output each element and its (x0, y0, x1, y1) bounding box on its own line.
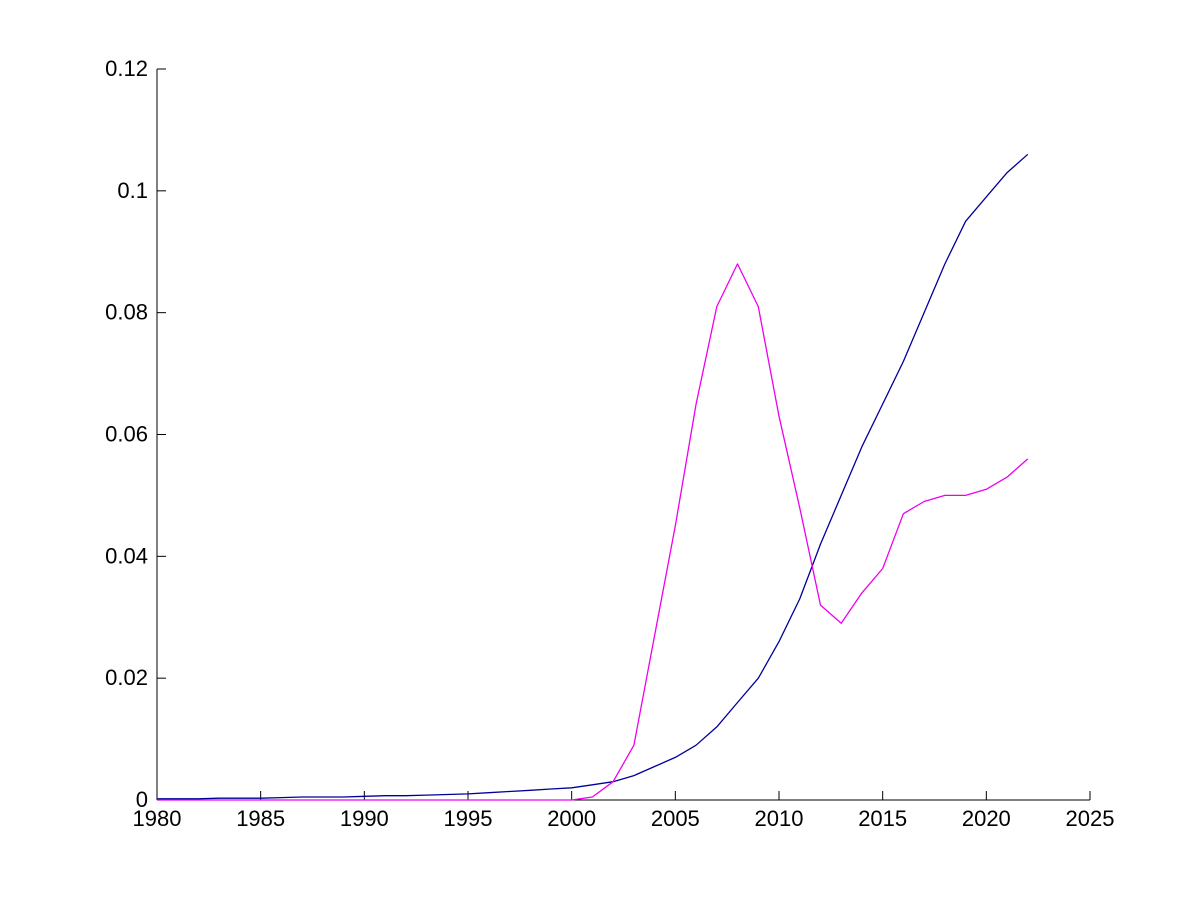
y-tick-label-0.06: 0.06 (105, 422, 148, 447)
y-tick-label-0.04: 0.04 (105, 543, 148, 568)
y-tick-label-0.12: 0.12 (105, 56, 148, 81)
y-tick-label-0.02: 0.02 (105, 665, 148, 690)
x-tick-label-1995: 1995 (444, 806, 493, 831)
x-tick-label-2025: 2025 (1066, 806, 1115, 831)
x-tick-label-2000: 2000 (547, 806, 596, 831)
series-magenta-line (157, 263, 1029, 801)
y-tick-label-0: 0 (136, 787, 148, 812)
x-tick-label-1985: 1985 (236, 806, 285, 831)
x-tick-label-2015: 2015 (858, 806, 907, 831)
x-tick-label-2010: 2010 (755, 806, 804, 831)
x-tick-label-2020: 2020 (962, 806, 1011, 831)
y-tick-label-0.1: 0.1 (117, 178, 148, 203)
x-tick-label-1980: 1980 (133, 806, 182, 831)
y-tick-label-0.08: 0.08 (105, 300, 148, 325)
x-tick-label-1990: 1990 (340, 806, 389, 831)
x-tick-label-2005: 2005 (651, 806, 700, 831)
series-blue-line (157, 153, 1029, 800)
